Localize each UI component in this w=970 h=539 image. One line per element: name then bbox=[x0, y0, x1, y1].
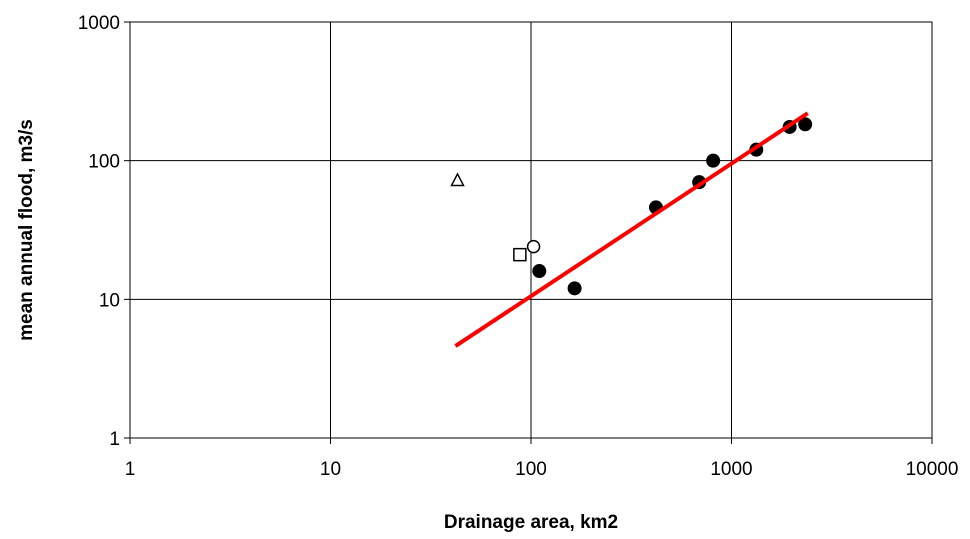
data-point-filled-circle bbox=[706, 153, 721, 168]
data-point-open-triangle bbox=[450, 172, 465, 187]
regression-line bbox=[454, 111, 809, 348]
y-tick-label: 100 bbox=[88, 152, 120, 173]
y-tick-label: 10 bbox=[99, 290, 120, 311]
data-point-filled-circle bbox=[798, 117, 813, 132]
data-point-open-circle bbox=[526, 239, 541, 254]
data-point-open-square bbox=[513, 247, 527, 262]
y-tick-label: 1000 bbox=[78, 13, 120, 34]
x-tick-label: 100 bbox=[515, 459, 547, 480]
grid bbox=[130, 22, 932, 438]
data-point-filled-circle bbox=[532, 264, 547, 279]
x-tick-label: 10 bbox=[320, 459, 341, 480]
x-axis-ticks: 1 10 100 1000 10000 bbox=[125, 438, 959, 480]
x-tick-label: 1 bbox=[125, 459, 136, 480]
x-tick-label: 10000 bbox=[906, 459, 959, 480]
data-point-filled-circle bbox=[567, 281, 582, 296]
data-marks bbox=[450, 111, 813, 348]
y-axis-ticks: 1 10 100 1000 bbox=[78, 13, 130, 450]
x-axis-title: Drainage area, km2 bbox=[444, 512, 618, 533]
y-tick-label: 1 bbox=[109, 429, 120, 450]
x-tick-label: 1000 bbox=[710, 459, 752, 480]
y-axis-title: mean annual flood, m3/s bbox=[16, 119, 37, 341]
